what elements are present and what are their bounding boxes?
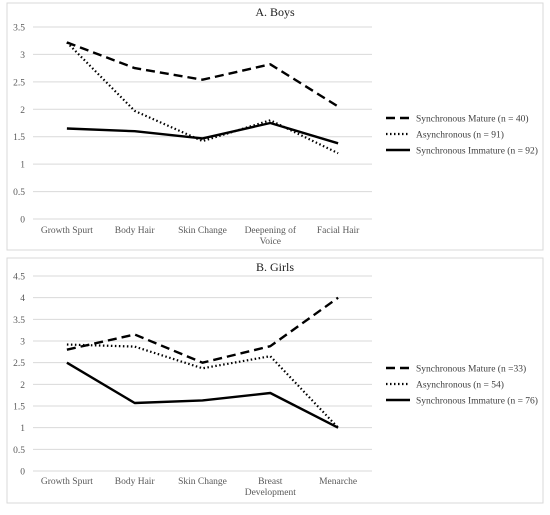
x-category-label: Facial Hair	[317, 226, 360, 236]
legend-label: Synchronous Immature (n = 92)	[416, 146, 538, 157]
series-line-dotted	[66, 343, 339, 429]
y-tick-label: 4.5	[13, 273, 25, 283]
series-line-solid	[66, 121, 339, 145]
panel-frame	[6, 2, 544, 251]
series-line-solid	[66, 361, 339, 429]
x-category-label: Menarche	[319, 477, 357, 487]
y-tick-label: 1	[20, 424, 25, 434]
y-tick-label: 4	[20, 294, 25, 304]
y-tick-label: 2.5	[13, 78, 25, 88]
boys-panel: A. Boys 0 0.5 1 1.5 2 2.5 3 3.5 Growth Spurt Body …	[6, 2, 544, 251]
x-category-label: Development	[245, 488, 297, 498]
y-tick-label: 0.5	[13, 188, 25, 198]
series-line-dotted	[66, 41, 339, 155]
y-tick-label: 0	[20, 216, 25, 226]
x-category-label: Skin Change	[178, 226, 227, 236]
series-line-dashed	[66, 41, 339, 108]
legend-label: Asynchronous (n = 54)	[416, 380, 504, 391]
y-tick-label: 1	[20, 161, 25, 171]
legend-label: Synchronous Immature (n = 76)	[416, 396, 538, 407]
legend-label: Synchronous Mature (n = 40)	[416, 114, 528, 125]
x-category-label: Body Hair	[115, 226, 156, 236]
x-category-label: Growth Spurt	[41, 226, 93, 236]
y-tick-label: 3	[20, 338, 25, 348]
girls-panel: B. Girls 0 0.5 1 1.5 2 2.5 3 3.5 4 4.5 Growth Spurt…	[6, 257, 544, 504]
y-tick-label: 3.5	[13, 24, 25, 34]
x-category-label: Breast	[258, 477, 283, 487]
y-tick-label: 3.5	[13, 316, 25, 326]
y-tick-label: 2.5	[13, 359, 25, 369]
x-category-label: Skin Change	[178, 477, 227, 487]
x-category-label: Body Hair	[115, 477, 156, 487]
y-tick-label: 0	[20, 468, 25, 478]
y-tick-label: 2	[20, 106, 25, 116]
chart-title: A. Boys	[255, 5, 295, 19]
x-category-label: Deepening of	[245, 225, 297, 236]
x-category-label: Voice	[260, 237, 281, 247]
x-category-label: Growth Spurt	[41, 477, 93, 487]
y-tick-label: 2	[20, 381, 25, 391]
y-tick-label: 1.5	[13, 133, 25, 143]
y-tick-label: 3	[20, 51, 25, 61]
legend-label: Synchronous Mature (n =33)	[416, 364, 526, 375]
y-tick-label: 0.5	[13, 446, 25, 456]
legend-label: Asynchronous (n = 91)	[416, 130, 504, 141]
y-tick-label: 1.5	[13, 403, 25, 413]
series-line-dashed	[66, 296, 339, 364]
chart-title: B. Girls	[256, 260, 294, 274]
